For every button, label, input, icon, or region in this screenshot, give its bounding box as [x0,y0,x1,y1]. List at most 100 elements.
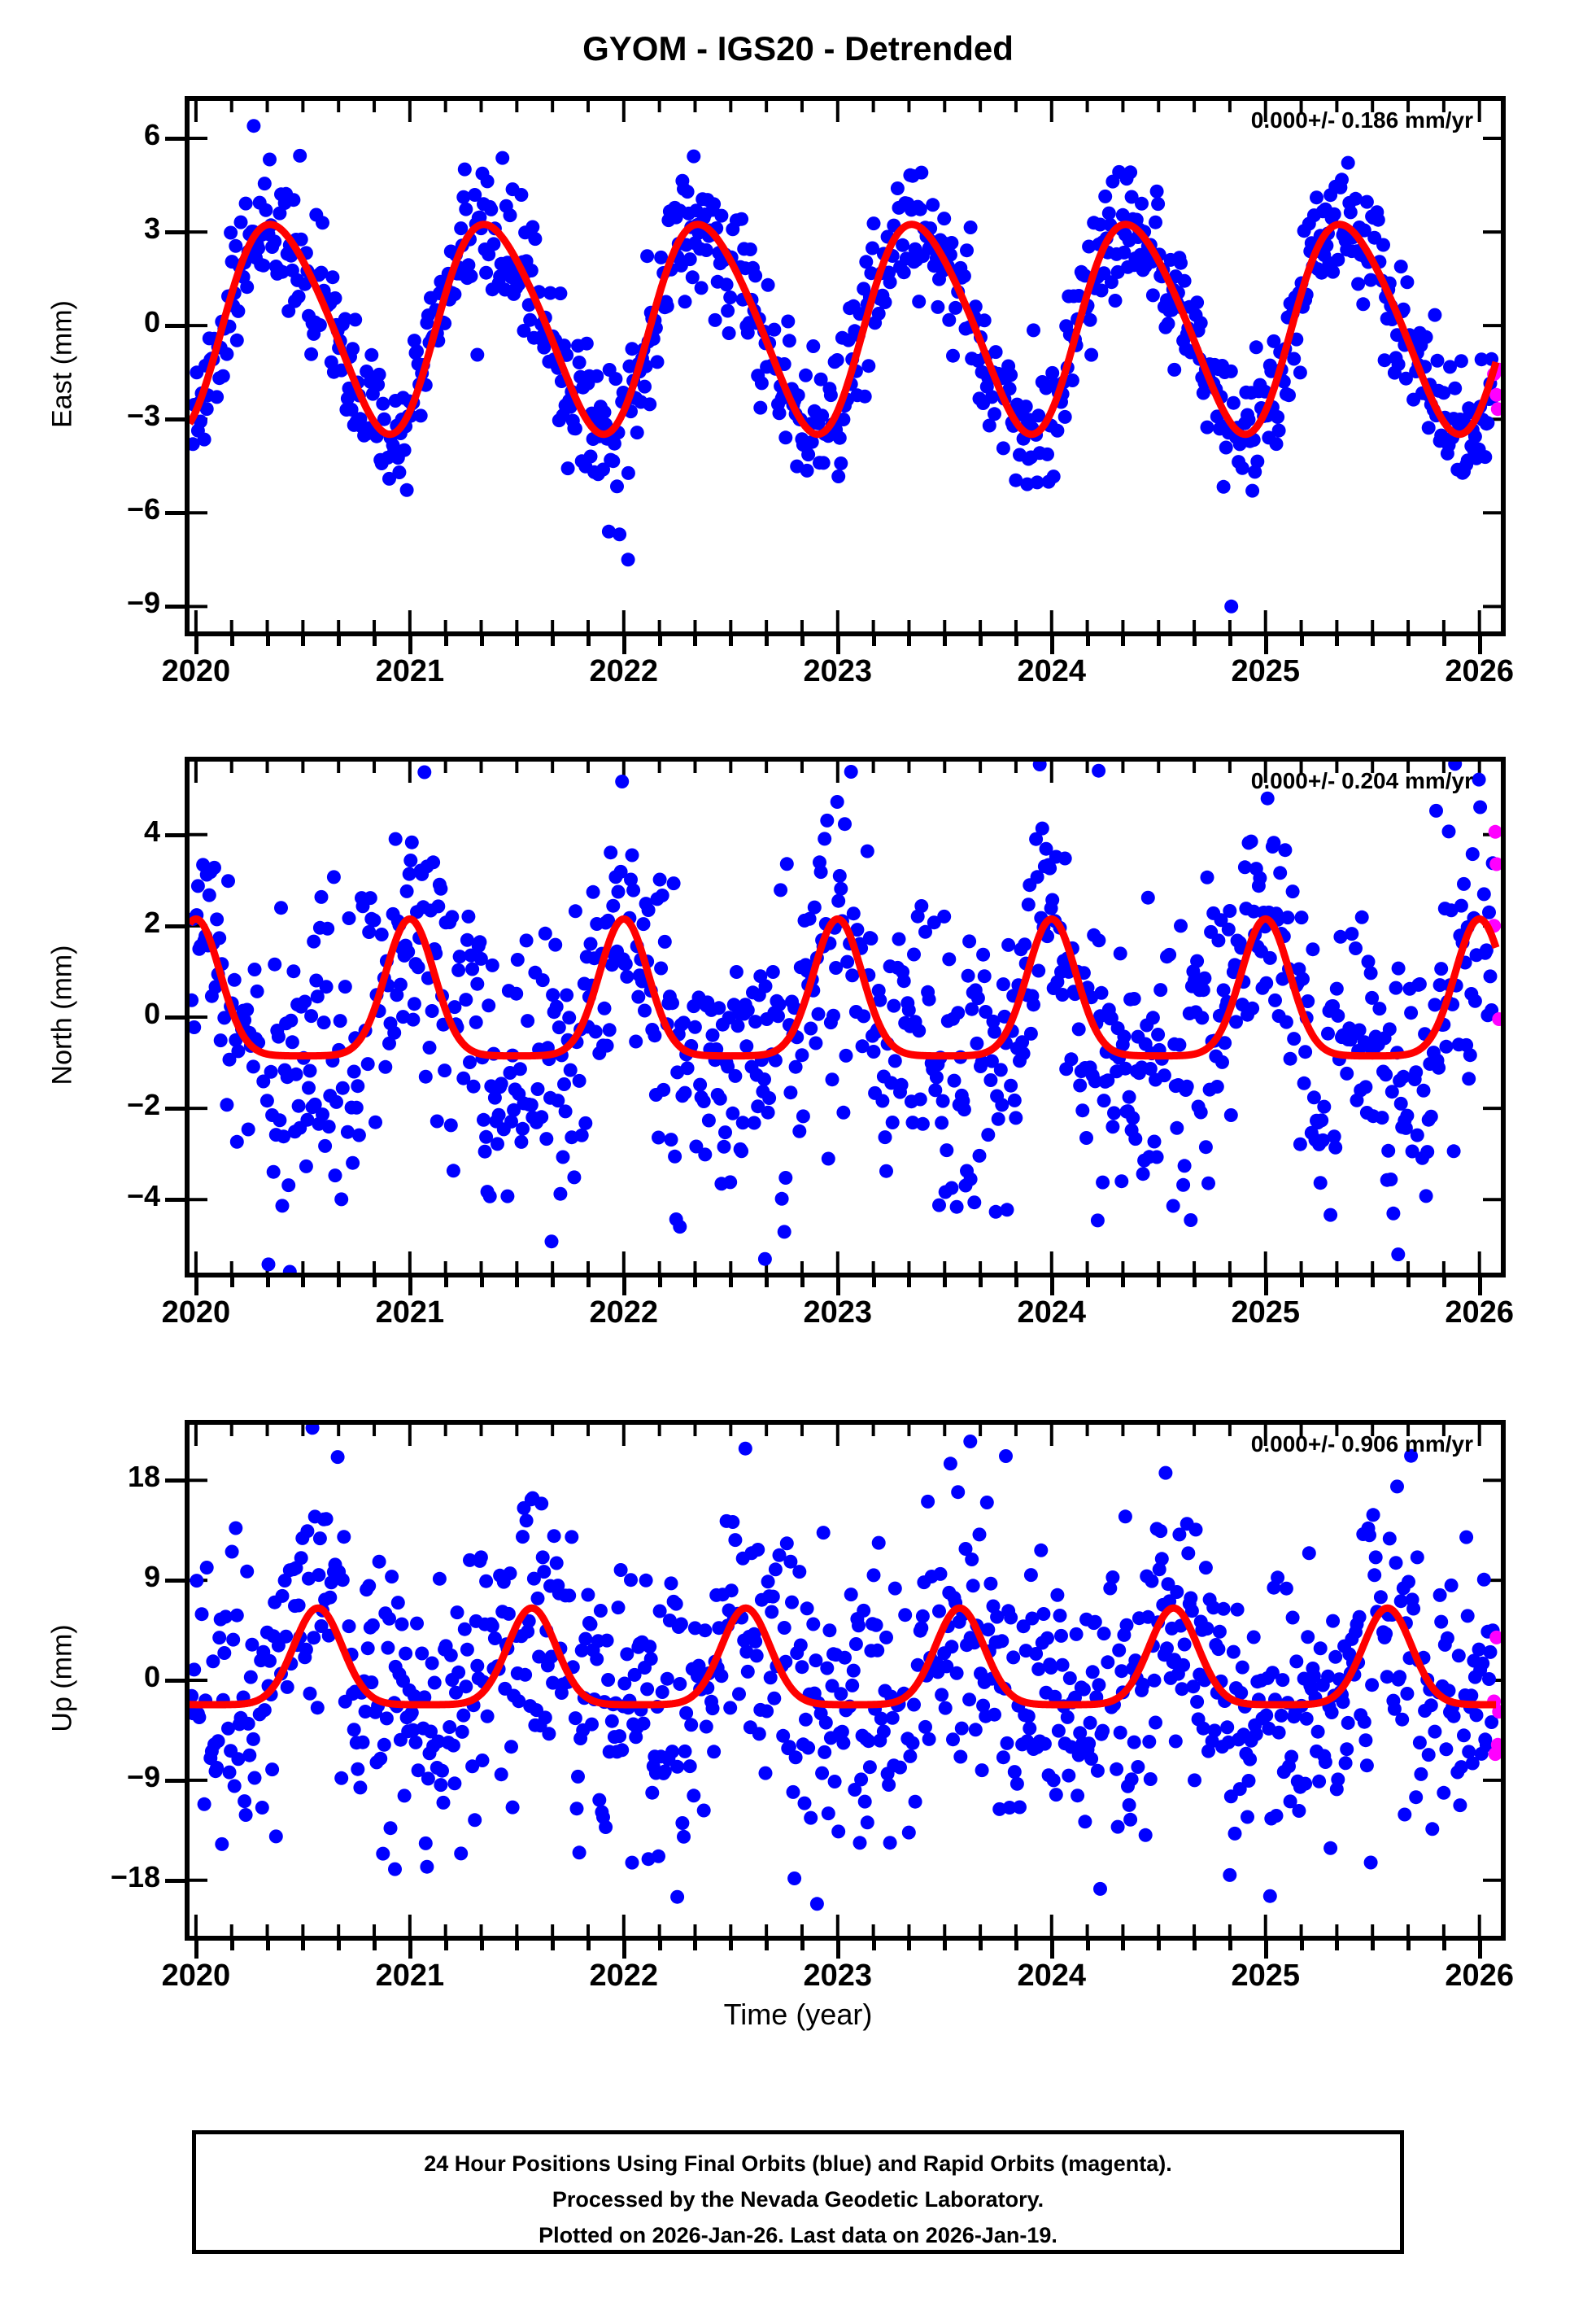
x-tick-mark [1157,1941,1162,1950]
x-tick-mark [1228,1941,1232,1950]
x-tick-mark [479,1941,484,1950]
page-title: GYOM - IGS20 - Detrended [582,29,1014,68]
x-tick-mark [479,636,484,646]
x-tick-label-east-2022: 2022 [589,654,659,688]
x-tick-mark [301,1941,306,1950]
plot-area-east[interactable] [185,96,1506,636]
x-tick-mark [979,1277,983,1287]
x-tick-mark [1299,1941,1304,1950]
x-tick-mark [835,1277,840,1295]
y-tick-mark-up-3 [165,1778,185,1783]
y-tick-label-north-1: 2 [143,905,160,939]
x-tick-mark [1406,1941,1411,1950]
x-tick-mark [229,1277,234,1287]
x-tick-mark [194,1277,198,1295]
x-tick-mark [586,1277,591,1287]
x-tick-label-east-2020: 2020 [161,654,231,688]
x-tick-mark [1263,1941,1268,1959]
rate-annotation-east: 0.000+/- 0.186 mm/yr [1250,107,1473,133]
x-tick-mark [515,636,520,646]
x-tick-mark [835,636,840,654]
x-tick-mark [729,636,734,646]
x-tick-mark [979,636,983,646]
x-tick-mark [408,1277,412,1295]
x-tick-mark [194,636,198,654]
y-tick-mark-north-0 [165,832,185,837]
x-tick-mark [1049,1277,1054,1295]
x-tick-label-north-2021: 2021 [375,1295,445,1330]
x-tick-mark [265,1941,270,1950]
y-tick-mark-east-0 [165,137,185,142]
x-tick-mark [265,636,270,646]
model-fit-line-north [190,915,1500,1060]
y-tick-mark-east-2 [165,324,185,329]
x-tick-mark [1263,636,1268,654]
y-tick-mark-up-2 [165,1679,185,1683]
x-tick-mark [1085,1941,1090,1950]
y-axis-label-east: East (mm) [46,300,78,428]
x-tick-mark [1193,636,1197,646]
y-tick-label-up-3: −9 [126,1759,160,1793]
y-tick-mark-east-5 [165,605,185,609]
x-tick-mark [1441,1277,1446,1287]
caption-box: 24 Hour Positions Using Final Orbits (bl… [192,2130,1404,2254]
y-tick-mark-north-1 [165,924,185,928]
x-tick-mark [1014,636,1018,646]
y-tick-mark-north-2 [165,1015,185,1020]
x-tick-mark [1406,1277,1411,1287]
y-tick-label-east-5: −9 [126,586,160,620]
x-tick-mark [1193,1941,1197,1950]
y-tick-label-north-3: −2 [126,1088,160,1122]
x-tick-mark [657,1941,662,1950]
y-tick-label-east-3: −3 [126,399,160,433]
x-tick-mark [1121,636,1126,646]
y-tick-label-up-1: 9 [143,1560,160,1594]
x-tick-mark [729,1277,734,1287]
rate-annotation-up: 0.000+/- 0.906 mm/yr [1250,1431,1473,1457]
x-tick-mark [1263,1277,1268,1295]
series-canvas-east [190,101,1501,631]
x-tick-mark [693,636,698,646]
x-tick-mark [1371,636,1376,646]
x-tick-mark [337,1277,342,1287]
x-tick-mark [443,1941,448,1950]
x-tick-mark [443,636,448,646]
x-axis-label: Time (year) [723,1998,873,2031]
x-tick-mark [1193,1277,1197,1287]
x-tick-mark [443,1277,448,1287]
x-tick-mark [373,1941,377,1950]
x-tick-mark [229,636,234,646]
x-tick-mark [1228,1277,1232,1287]
plot-area-up[interactable] [185,1420,1506,1941]
plot-area-north[interactable] [185,757,1506,1277]
x-tick-mark [408,1941,412,1959]
x-tick-mark [1014,1941,1018,1950]
y-tick-mark-east-1 [165,230,185,235]
x-tick-mark [1299,1277,1304,1287]
x-tick-mark [907,636,912,646]
x-tick-mark [693,1277,698,1287]
x-tick-mark [800,636,805,646]
x-tick-label-east-2024: 2024 [1017,654,1087,688]
y-tick-label-east-1: 3 [143,212,160,246]
y-tick-label-east-4: −6 [126,492,160,526]
y-tick-label-up-2: 0 [143,1660,160,1693]
x-tick-mark [871,636,876,646]
x-tick-label-north-2024: 2024 [1017,1295,1087,1330]
x-tick-mark [1371,1277,1376,1287]
x-tick-mark [657,636,662,646]
caption-line-1: 24 Hour Positions Using Final Orbits (bl… [424,2151,1172,2176]
x-tick-mark [907,1277,912,1287]
x-tick-mark [800,1941,805,1950]
x-tick-mark [373,636,377,646]
x-tick-label-up-2022: 2022 [589,1959,659,1993]
x-tick-mark [1477,1941,1482,1959]
x-tick-mark [1049,636,1054,654]
x-tick-label-up-2021: 2021 [375,1959,445,1993]
y-tick-mark-north-3 [165,1107,185,1112]
x-tick-mark [586,636,591,646]
x-tick-mark [943,1941,948,1950]
x-tick-mark [551,1941,556,1950]
x-tick-label-north-2025: 2025 [1231,1295,1300,1330]
